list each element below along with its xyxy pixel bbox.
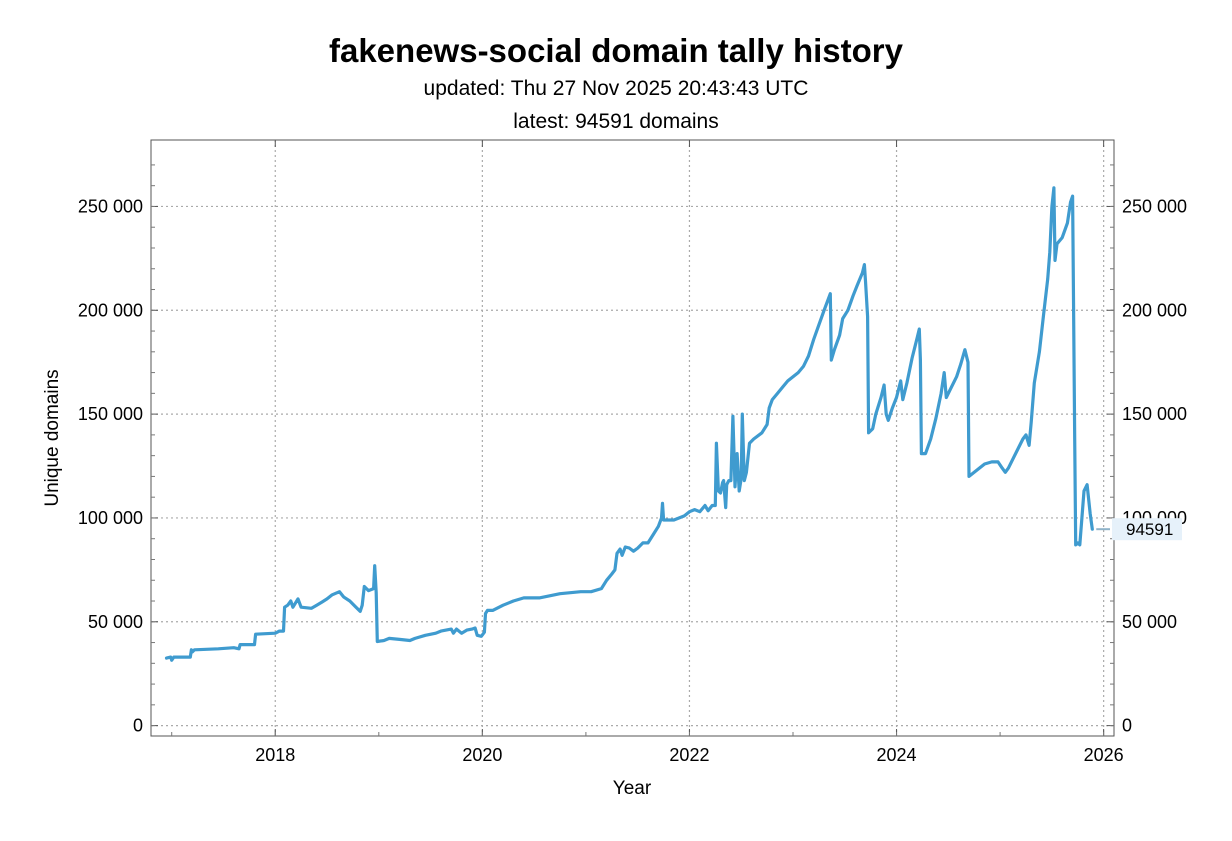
y-tick-label: 100 000 bbox=[78, 508, 143, 528]
plot-frame bbox=[150, 139, 1115, 737]
y-tick-label-right: 50 000 bbox=[1122, 612, 1177, 632]
y-tick-label: 250 000 bbox=[78, 196, 143, 216]
x-axis-label: Year bbox=[613, 778, 652, 799]
last-value-label: 94591 bbox=[1126, 520, 1173, 539]
grid-lines bbox=[151, 140, 1114, 736]
series-line bbox=[164, 186, 1094, 662]
x-tick-label: 2024 bbox=[877, 745, 917, 765]
series-group bbox=[164, 186, 1094, 662]
x-tick-label: 2018 bbox=[255, 745, 295, 765]
y-tick-label-right: 0 bbox=[1122, 716, 1132, 736]
chart-subtitle-latest: latest: 94591 domains bbox=[513, 110, 719, 133]
axis-ticks: 2018 2020 2022 2024 2026 0 0 50 000 50 000 100 00… bbox=[78, 140, 1187, 765]
y-tick-label-right: 200 000 bbox=[1122, 300, 1187, 320]
last-value-callout: 94591 bbox=[1096, 518, 1182, 541]
x-tick-label: 2026 bbox=[1084, 745, 1124, 765]
y-tick-label-right: 150 000 bbox=[1122, 404, 1187, 424]
last-value-box bbox=[1112, 518, 1182, 541]
chart-subtitle-updated: updated: Thu 27 Nov 2025 20:43:43 UTC bbox=[423, 77, 809, 100]
y-tick-label: 150 000 bbox=[78, 404, 143, 424]
y-tick-label-right: 250 000 bbox=[1122, 196, 1187, 216]
y-tick-label: 200 000 bbox=[78, 300, 143, 320]
y-tick-label: 50 000 bbox=[88, 612, 143, 632]
x-tick-label: 2022 bbox=[669, 745, 709, 765]
x-tick-label: 2020 bbox=[462, 745, 502, 765]
y-tick-label: 0 bbox=[133, 716, 143, 736]
y-axis-label: Unique domains bbox=[42, 369, 63, 506]
chart-title: fakenews-social domain tally history bbox=[328, 32, 904, 69]
